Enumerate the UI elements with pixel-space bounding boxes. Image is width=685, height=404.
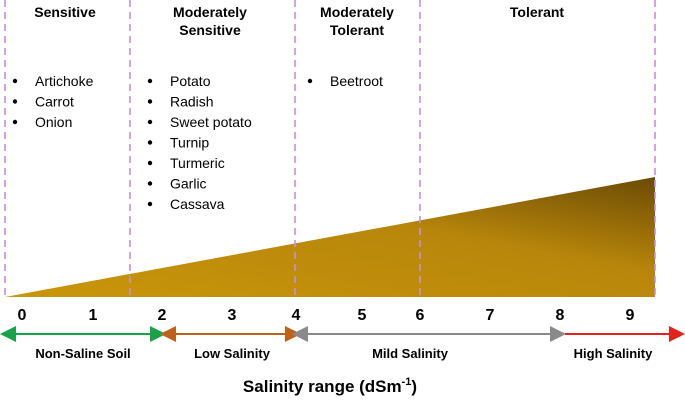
range-label: Low Salinity [194,346,271,361]
crop-item: Potato [170,73,211,89]
crop-item: Artichoke [35,73,94,89]
crop-item: Onion [35,114,72,130]
group-title: Tolerant [510,4,565,20]
bullet [147,78,153,84]
scale-label: 2 [158,307,167,324]
range-label: Non-Saline Soil [35,346,130,361]
scale-label: 7 [486,307,495,324]
scale-label: 6 [416,307,425,324]
scale-label: 4 [292,307,301,324]
crop-item: Turnip [170,135,209,151]
bullet [147,201,153,207]
axis-title: Salinity range (dSm-1) [243,376,417,396]
crop-item: Cassava [170,196,225,212]
group-title: Moderately [173,4,247,20]
bullet [147,119,153,125]
scale-label: 0 [18,307,27,324]
axis-title-sup: -1 [402,376,412,388]
bullet [12,119,18,125]
bullet [147,99,153,104]
scale-label: 1 [89,307,98,324]
bullet [147,181,153,186]
scale-label: 8 [556,307,565,324]
dividers [4,0,656,297]
range-label: Mild Salinity [372,346,449,361]
group-title: Moderately [320,4,394,20]
group-title: Sensitive [34,4,96,20]
salinity-wedge [5,177,655,297]
bullet [147,160,153,166]
crop-item: Garlic [170,176,207,192]
range-label: High Salinity [574,346,654,361]
bullet [12,78,18,84]
axis-title-suffix: ) [411,377,417,396]
crop-item: Turmeric [170,155,225,171]
scale-label: 9 [626,307,635,324]
bullet [12,99,18,104]
crop-item: Carrot [35,94,74,110]
bullet [147,140,153,145]
crop-item: Sweet potato [170,114,252,130]
axis-title-text: Salinity range (dSm [243,377,402,396]
scale-label: 5 [358,307,367,324]
group-title: Tolerant [330,22,385,38]
crop-item: Radish [170,94,214,110]
crop-item: Beetroot [330,73,383,89]
bullet [307,78,313,84]
group-title: Sensitive [179,22,241,38]
scale-label: 3 [228,307,237,324]
